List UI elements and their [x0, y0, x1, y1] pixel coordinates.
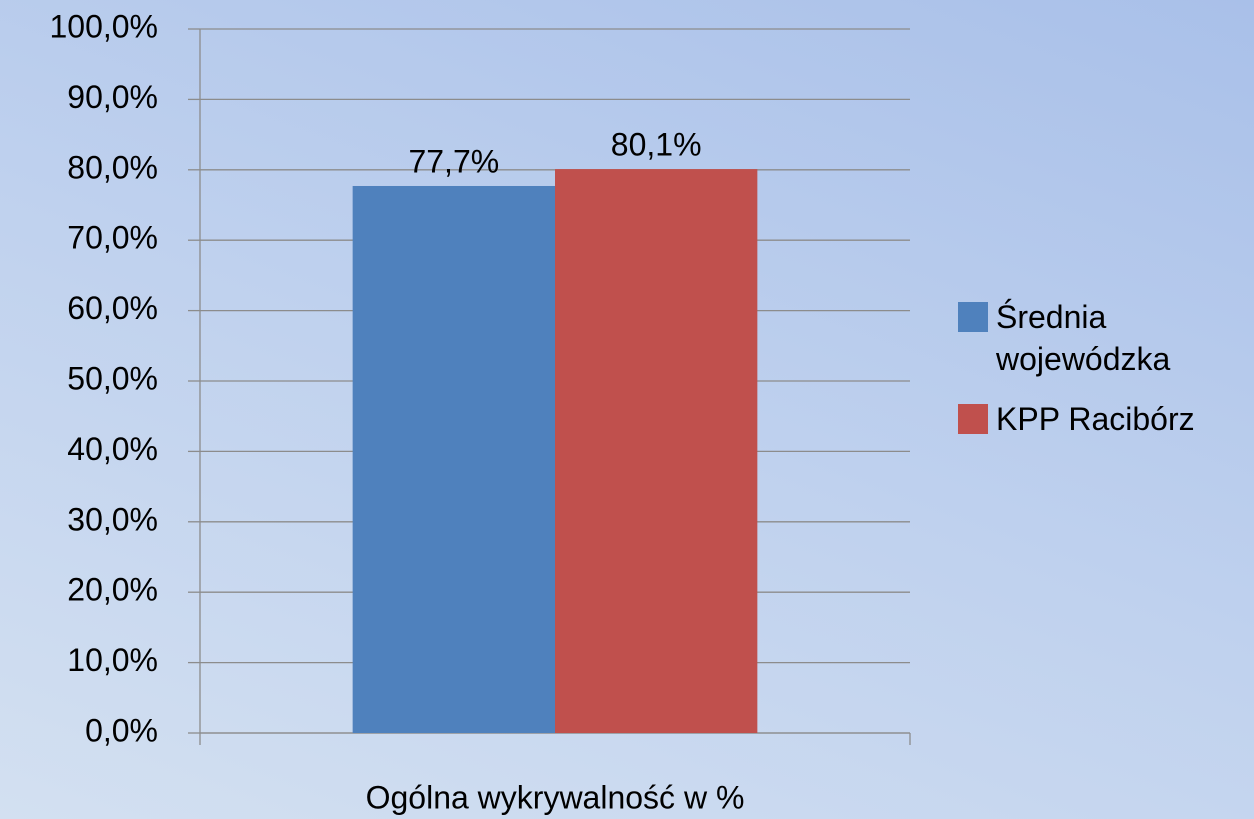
x-tick-label: Ogólna wykrywalność w % — [366, 779, 745, 815]
y-tick-label: 70,0% — [67, 220, 158, 256]
bar — [352, 185, 555, 733]
y-tick-label: 80,0% — [67, 149, 158, 185]
legend: Średnia wojewódzka KPP Racibórz — [958, 296, 1248, 458]
legend-item: KPP Racibórz — [958, 398, 1248, 440]
y-tick-label: 30,0% — [67, 501, 158, 537]
legend-item: Średnia wojewódzka — [958, 296, 1248, 380]
legend-swatch — [958, 302, 988, 332]
data-label: 80,1% — [611, 127, 702, 163]
y-tick-label: 10,0% — [67, 642, 158, 678]
y-tick-label: 20,0% — [67, 572, 158, 608]
bar — [555, 169, 758, 733]
y-tick-label: 60,0% — [67, 290, 158, 326]
data-label: 77,7% — [408, 143, 499, 179]
y-tick-label: 50,0% — [67, 360, 158, 396]
y-tick-label: 40,0% — [67, 431, 158, 467]
legend-swatch — [958, 404, 988, 434]
y-tick-label: 100,0% — [49, 8, 158, 44]
legend-label: KPP Racibórz — [996, 401, 1195, 437]
legend-label: Średnia wojewódzka — [996, 299, 1171, 377]
y-tick-label: 90,0% — [67, 79, 158, 115]
y-tick-label: 0,0% — [85, 712, 158, 748]
